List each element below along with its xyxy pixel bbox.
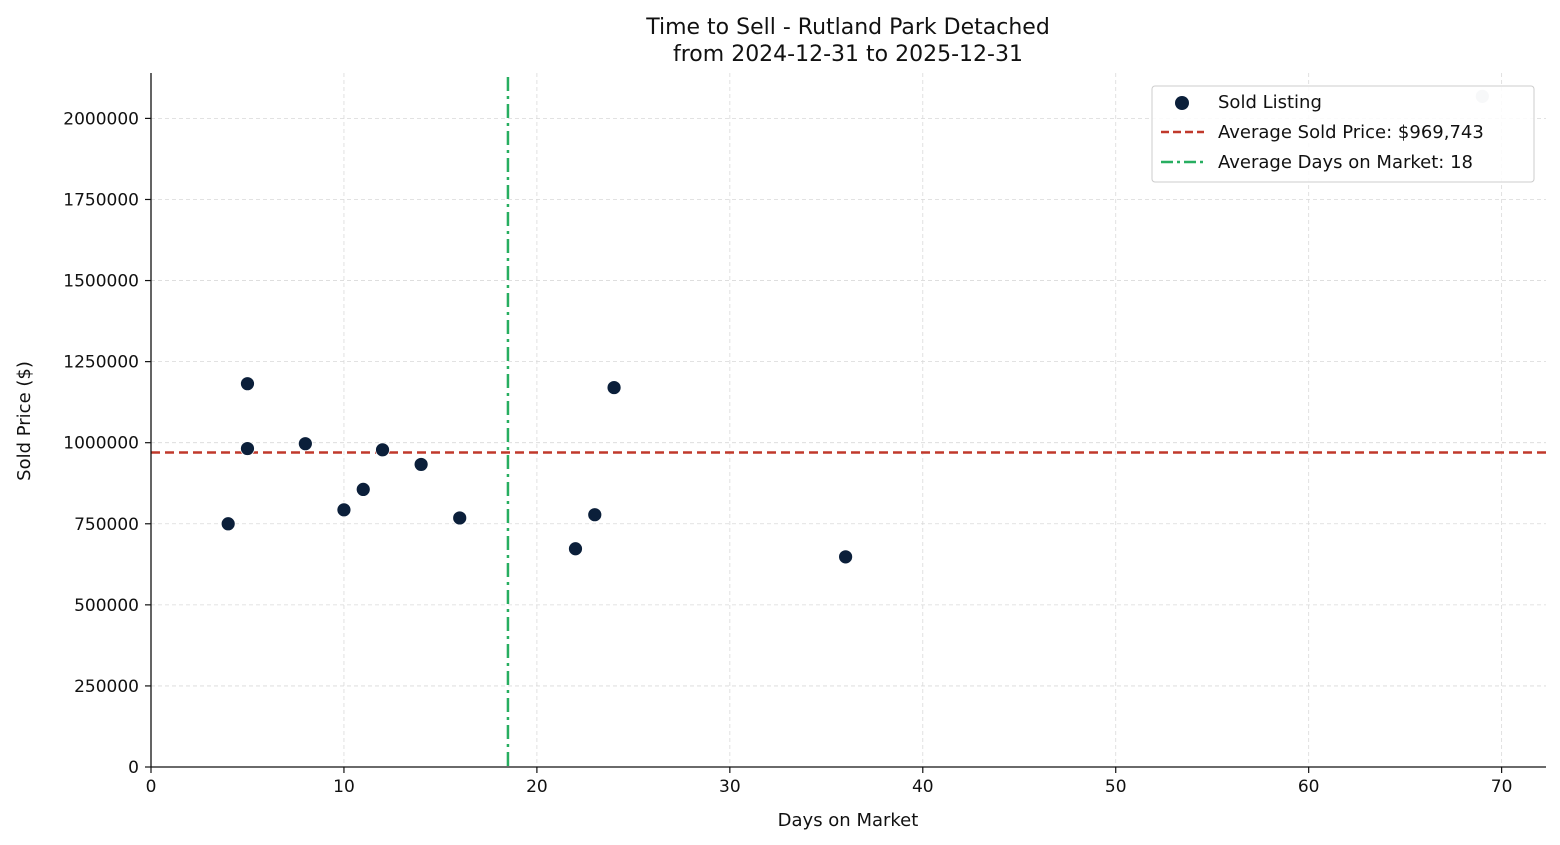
sold-listing-point	[240, 376, 255, 392]
x-tick-label: 10	[333, 777, 355, 797]
sold-listing-point	[375, 442, 390, 458]
x-axis-label: Days on Market	[778, 810, 919, 831]
y-tick-label: 250000	[74, 677, 139, 697]
data-points	[220, 88, 1490, 565]
y-tick-label: 1000000	[63, 434, 139, 454]
x-tick-label: 20	[526, 777, 548, 797]
legend-label-average-price: Average Sold Price: $969,743	[1218, 122, 1484, 143]
x-tick-label: 50	[1105, 777, 1127, 797]
sold-listing-point	[297, 436, 313, 452]
legend-label-sold-listing: Sold Listing	[1218, 92, 1322, 113]
sold-listing-point	[606, 380, 622, 395]
sold-listing-point	[413, 457, 429, 472]
sold-listing-point	[568, 541, 583, 557]
y-tick-label: 0	[128, 758, 139, 778]
y-tick-label: 750000	[74, 515, 139, 535]
x-tick-label: 60	[1298, 777, 1320, 797]
legend-box	[1151, 85, 1535, 183]
sold-listing-point	[452, 510, 468, 526]
chart-title: Time to Sell - Rutland Park Detached	[645, 15, 1050, 40]
y-axis-label: Sold Price ($)	[14, 361, 35, 481]
tick-labels: 0 10 20 30 40 50 60 70 0 250000 500000 750000 100000…	[63, 109, 1512, 797]
sold-listing-point	[336, 502, 352, 518]
x-tick-label: 40	[912, 777, 934, 797]
legend: Sold Listing Average Sold Price: $969,74…	[1151, 85, 1535, 183]
y-tick-label: 1250000	[63, 353, 139, 373]
axes	[145, 73, 1546, 773]
y-tick-label: 500000	[74, 596, 139, 616]
sold-listing-point	[587, 507, 603, 523]
y-tick-label: 1750000	[63, 190, 139, 210]
x-tick-label: 0	[146, 777, 157, 797]
x-tick-label: 30	[719, 777, 741, 797]
x-tick-label: 70	[1491, 777, 1513, 797]
y-tick-label: 1500000	[63, 272, 139, 292]
y-tick-label: 2000000	[63, 109, 139, 129]
chart-subtitle: from 2024-12-31 to 2025-12-31	[673, 42, 1023, 67]
legend-marker-sold-listing	[1175, 96, 1189, 110]
sold-listing-point	[355, 481, 371, 497]
sold-listing-point	[240, 441, 255, 456]
sold-listing-point	[220, 516, 236, 532]
legend-label-average-days: Average Days on Market: 18	[1218, 152, 1473, 173]
sold-listing-point	[838, 549, 854, 565]
